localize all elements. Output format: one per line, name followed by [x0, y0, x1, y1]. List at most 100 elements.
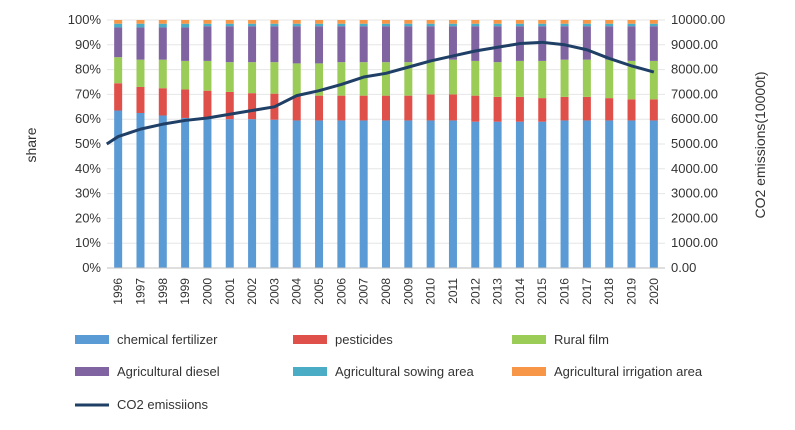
- bar-segment: [448, 120, 457, 268]
- bar-segment: [560, 59, 569, 97]
- bar-segment: [515, 23, 524, 27]
- x-tick-label: 2001: [223, 278, 237, 305]
- y-tick-label: 0%: [82, 260, 101, 275]
- x-tick-label: 1997: [133, 278, 147, 305]
- bar-segment: [605, 120, 614, 268]
- bar-segment: [270, 62, 279, 94]
- bar-segment: [471, 20, 480, 24]
- bar-segment: [158, 23, 167, 28]
- y2-tick-label: 0.00: [671, 260, 696, 275]
- y-tick-label: 70%: [75, 86, 101, 101]
- y-tick-label: 20%: [75, 210, 101, 225]
- y-tick-label: 40%: [75, 161, 101, 176]
- bar-segment: [315, 20, 324, 24]
- bar-segment: [292, 26, 301, 64]
- bar-segment: [136, 86, 145, 113]
- bar-segment: [292, 23, 301, 27]
- bar-segment: [382, 23, 390, 27]
- bar-segment: [225, 26, 234, 63]
- bar-segment: [426, 23, 435, 27]
- bar-segment: [560, 26, 569, 60]
- bar-segment: [649, 26, 658, 61]
- x-tick-label: 2010: [424, 278, 438, 305]
- bar-segment: [225, 62, 234, 92]
- bar-segment: [649, 99, 658, 121]
- bar-segment: [515, 96, 524, 122]
- legend-label: CO2 emissiions: [117, 397, 209, 412]
- y-axis-title: share: [23, 127, 39, 162]
- bar-segment: [315, 95, 324, 121]
- legend-swatch: [293, 367, 327, 376]
- bar-segment: [448, 94, 457, 121]
- bar-segment: [560, 120, 569, 268]
- x-tick-label: 2005: [312, 278, 326, 305]
- bar-segment: [382, 62, 390, 96]
- bar-segment: [538, 121, 547, 269]
- legend-label: chemical fertilizer: [117, 332, 218, 347]
- legend-label: Agricultural sowing area: [335, 364, 475, 379]
- bar-segment: [270, 20, 279, 24]
- bar-segment: [649, 120, 658, 268]
- bar-segment: [404, 95, 413, 121]
- bar-segment: [270, 26, 279, 63]
- bar-segment: [627, 60, 636, 100]
- y2-tick-label: 10000.00: [671, 12, 725, 27]
- bar-segment: [426, 94, 435, 121]
- bar-segment: [114, 110, 123, 269]
- bar-segment: [448, 20, 457, 24]
- bar-segment: [627, 99, 636, 121]
- bar-segment: [382, 20, 390, 24]
- bar-segment: [560, 23, 569, 27]
- y2-tick-label: 5000.00: [671, 136, 718, 151]
- bar-segment: [181, 117, 190, 269]
- bar-segment: [248, 93, 257, 120]
- bar-segment: [493, 62, 502, 97]
- bar-segment: [493, 23, 502, 27]
- legend-swatch: [75, 367, 109, 376]
- bar-segment: [582, 59, 591, 97]
- bar-segment: [538, 23, 547, 27]
- bar-segment: [203, 23, 212, 27]
- bar-segment: [649, 60, 658, 100]
- bar-segment: [292, 20, 301, 24]
- y2-tick-label: 9000.00: [671, 37, 718, 52]
- bar-segment: [114, 20, 123, 24]
- bar-segment: [359, 95, 368, 121]
- y-tick-label: 50%: [75, 136, 101, 151]
- bar-segment: [649, 20, 658, 24]
- bar-segment: [627, 26, 636, 61]
- bar-segment: [582, 96, 591, 121]
- bar-segment: [203, 26, 212, 61]
- bar-segment: [136, 59, 145, 87]
- x-tick-label: 2018: [602, 278, 616, 305]
- bar-segment: [627, 120, 636, 268]
- bar-segment: [382, 26, 390, 63]
- bar-segment: [292, 95, 301, 121]
- x-tick-label: 2008: [379, 278, 393, 305]
- bar-segment: [270, 23, 279, 27]
- bar-segment: [203, 60, 212, 91]
- x-tick-label: 2006: [334, 278, 348, 305]
- x-tick-label: 1998: [156, 278, 170, 305]
- bar-segment: [181, 89, 190, 118]
- legend-swatch: [512, 367, 546, 376]
- legend-swatch: [512, 335, 546, 344]
- bar-segment: [225, 23, 234, 27]
- bar-segment: [315, 26, 324, 64]
- bar-segment: [493, 26, 502, 63]
- bar-segment: [605, 59, 614, 99]
- x-tick-label: 2015: [535, 278, 549, 305]
- x-tick-label: 2014: [513, 278, 527, 305]
- y-tick-label: 90%: [75, 37, 101, 52]
- bar-segment: [560, 20, 569, 24]
- bars-layer: [114, 20, 658, 269]
- bar-segment: [515, 121, 524, 269]
- y2-tick-label: 7000.00: [671, 86, 718, 101]
- x-tick-label: 2011: [446, 278, 460, 304]
- bar-segment: [292, 120, 301, 268]
- bar-segment: [582, 26, 591, 60]
- x-tick-label: 2016: [558, 278, 572, 305]
- bar-segment: [181, 60, 190, 90]
- y-tick-label: 30%: [75, 186, 101, 201]
